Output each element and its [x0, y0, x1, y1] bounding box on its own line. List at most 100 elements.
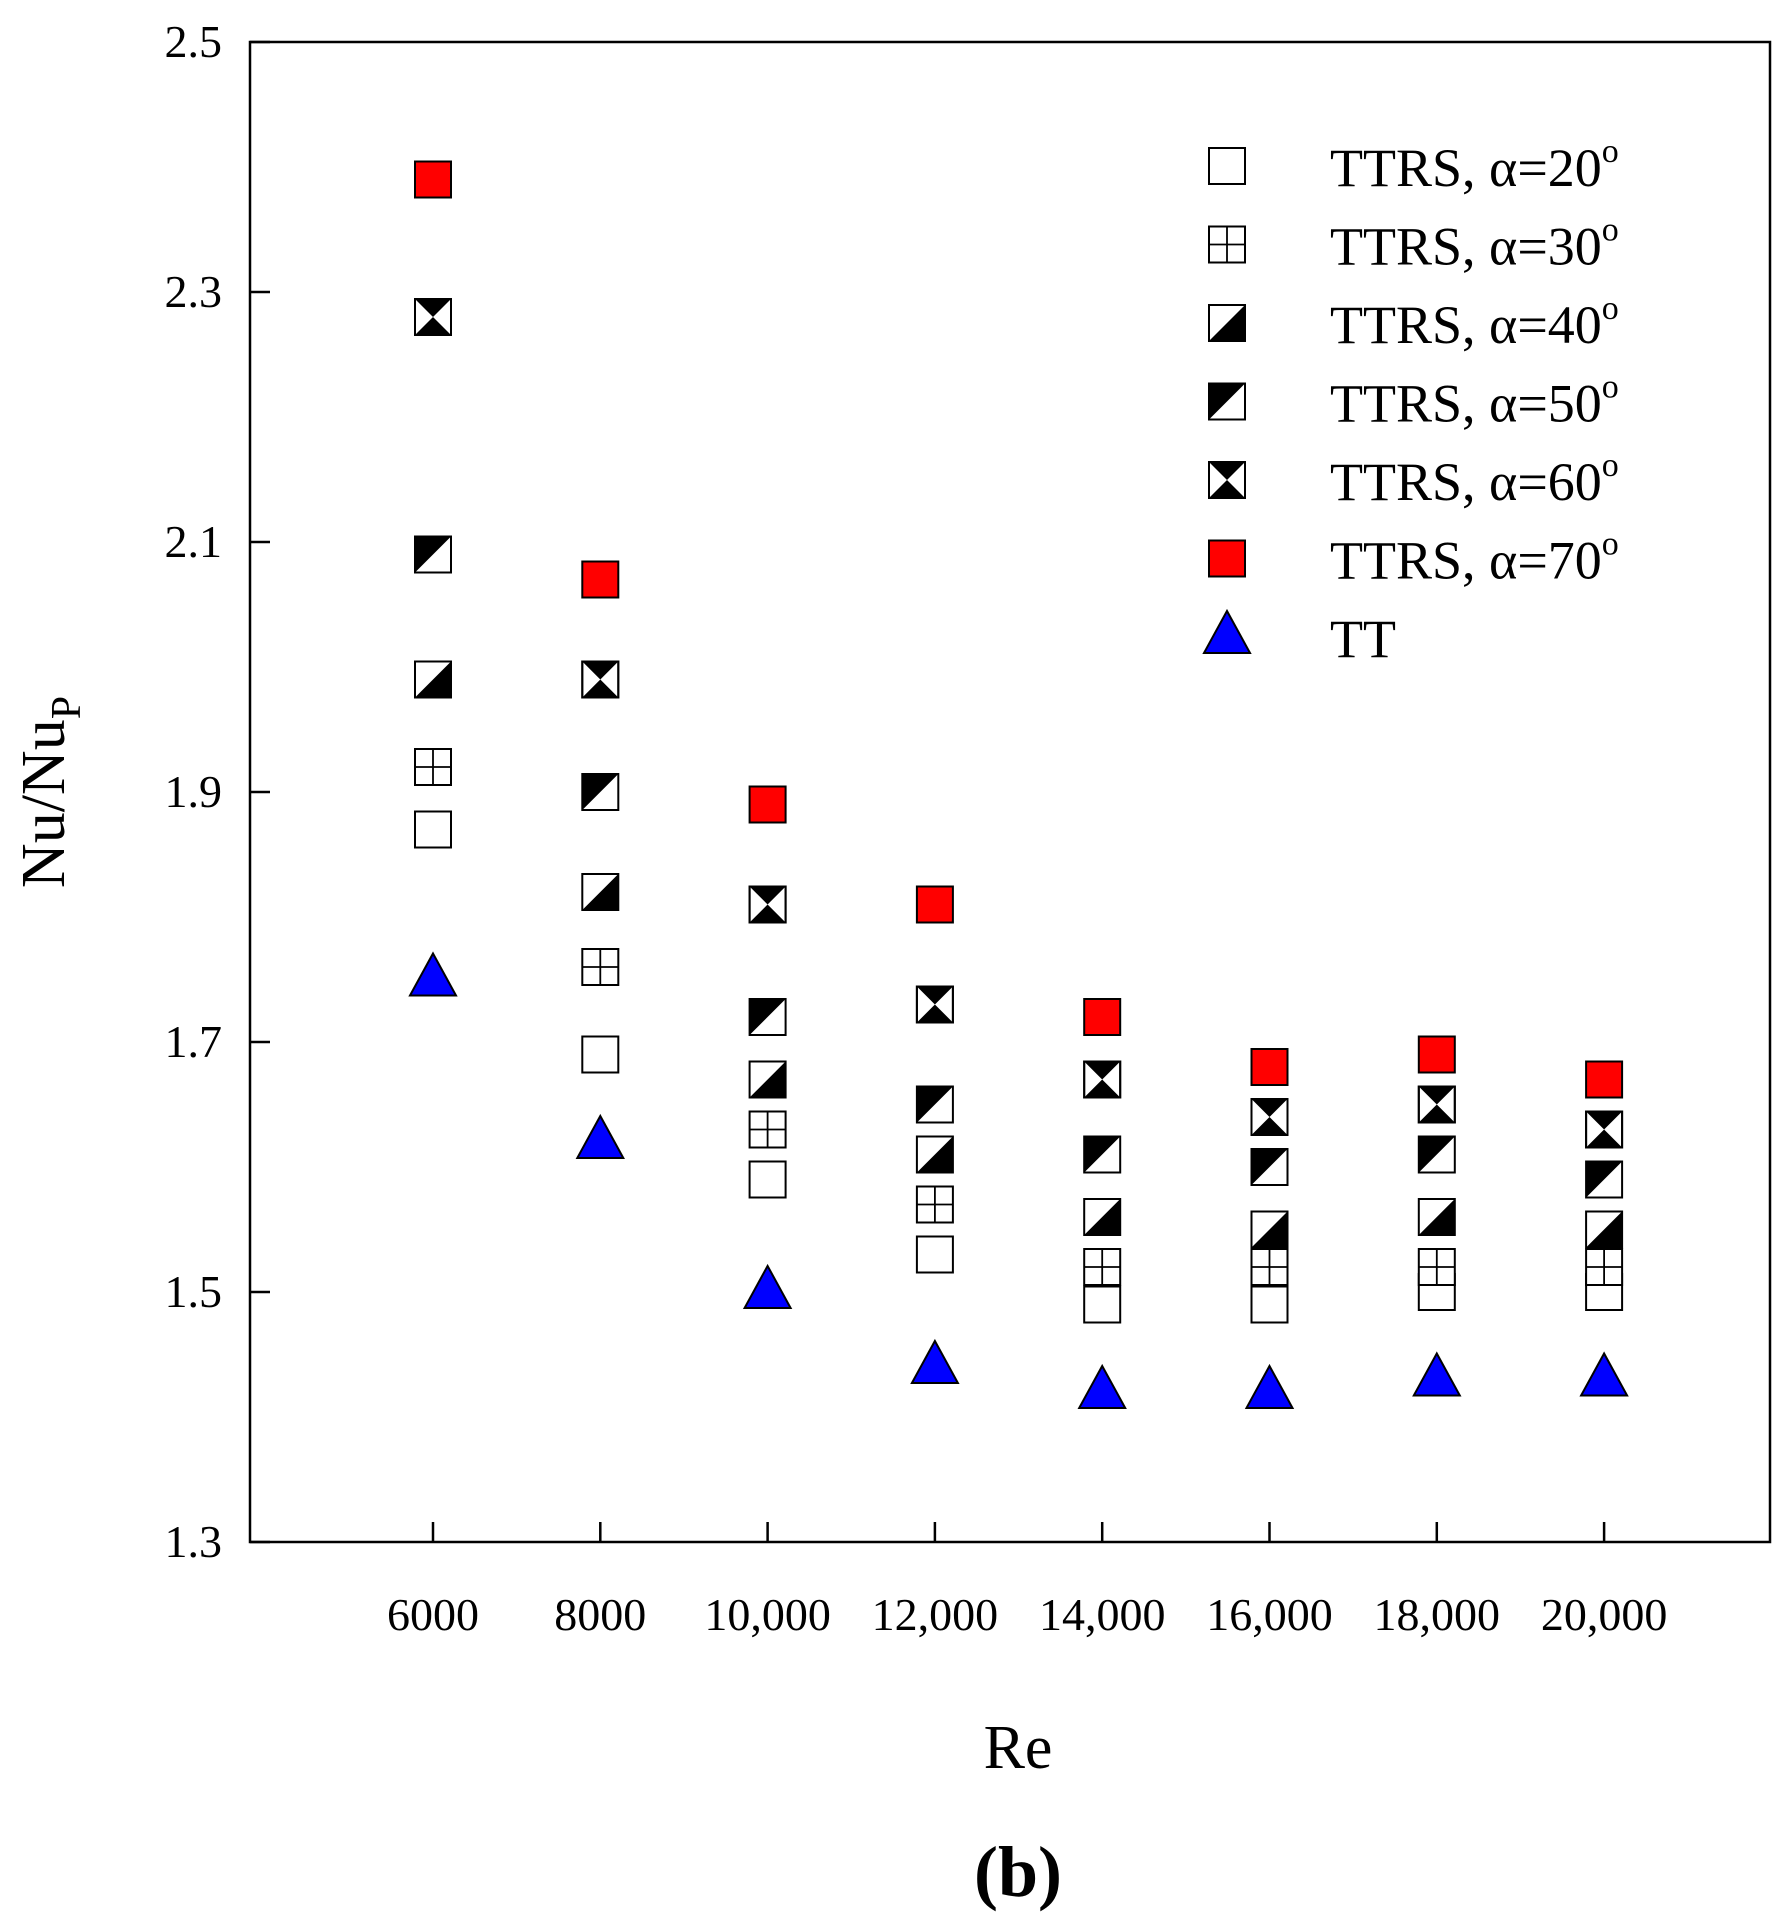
data-point	[581, 948, 620, 986]
data-point	[1250, 1048, 1289, 1086]
x-tick-label: 16,000	[1206, 1589, 1333, 1640]
y-tick-label: 1.5	[165, 1266, 223, 1317]
legend-marker	[1202, 608, 1252, 654]
y-tick-label: 2.3	[165, 266, 223, 317]
legend-label: TTRS, α=70o	[1330, 526, 1619, 591]
data-point	[1417, 1135, 1456, 1174]
legend-label-text: TT	[1330, 609, 1396, 669]
legend-label: TTRS, α=60o	[1330, 447, 1619, 512]
data-point	[1585, 1110, 1624, 1149]
data-point	[1585, 1160, 1624, 1199]
y-axis-title-main: Nu/Nu	[10, 719, 78, 888]
data-point	[1412, 1351, 1462, 1397]
data-point	[915, 1235, 954, 1274]
data-point	[915, 985, 954, 1024]
legend-label-text: TTRS, α=60	[1330, 452, 1602, 512]
y-tick-label: 1.3	[165, 1516, 223, 1567]
legend-label-superscript: o	[1602, 212, 1619, 249]
y-tick-label: 1.9	[165, 766, 223, 817]
panel-label: (b)	[974, 1832, 1062, 1912]
data-point	[414, 810, 452, 849]
y-axis-title: Nu/NuP	[10, 696, 90, 888]
data-point	[915, 1135, 954, 1174]
data-point	[1417, 1198, 1456, 1236]
data-point	[1250, 1098, 1289, 1136]
data-point	[1083, 998, 1122, 1036]
legend-label-text: TTRS, α=70	[1330, 531, 1602, 591]
data-points	[408, 160, 1629, 1409]
data-point	[748, 1060, 787, 1099]
legend-label-superscript: o	[1602, 526, 1619, 563]
y-axis-title-subscript: P	[44, 696, 90, 719]
legend-marker	[1208, 147, 1246, 185]
data-point	[915, 1085, 954, 1124]
x-tick-label: 14,000	[1039, 1589, 1166, 1640]
legend-label-text: TTRS, α=20	[1330, 138, 1602, 198]
legend-label: TTRS, α=40o	[1330, 290, 1619, 355]
data-point	[748, 1160, 787, 1199]
data-point	[414, 748, 452, 786]
x-axis: 6000 8000 10,000 12,000 14,000 16,000 18,000 20…	[387, 1522, 1667, 1640]
legend-marker	[1208, 225, 1246, 264]
legend-label: TTRS, α=30o	[1330, 212, 1619, 277]
x-axis-title: Re	[984, 1714, 1053, 1782]
legend-marker	[1208, 382, 1246, 421]
data-point	[910, 1338, 960, 1384]
data-point	[414, 160, 452, 199]
data-point	[748, 998, 787, 1036]
legend-label: TTRS, α=20o	[1330, 133, 1619, 198]
x-tick-label: 12,000	[872, 1589, 999, 1640]
legend-label-text: TTRS, α=30	[1330, 217, 1602, 277]
legend-marker	[1208, 304, 1246, 342]
legend-label-superscript: o	[1602, 447, 1619, 484]
data-point	[742, 1263, 793, 1309]
legend-label-superscript: o	[1602, 133, 1619, 170]
data-point	[1083, 1198, 1122, 1236]
data-point	[581, 660, 620, 699]
x-tick-label: 18,000	[1374, 1589, 1501, 1640]
data-point	[1417, 1085, 1456, 1124]
y-tick-label: 2.5	[165, 16, 223, 67]
data-point	[1077, 1363, 1127, 1409]
x-tick-label: 6000	[387, 1589, 479, 1640]
data-point	[1250, 1248, 1289, 1286]
data-point	[414, 660, 452, 699]
legend-marker	[1208, 539, 1246, 578]
data-point	[408, 951, 458, 997]
legend-label-text: TTRS, α=50	[1330, 374, 1602, 434]
legend-marker	[1208, 461, 1246, 499]
data-point	[915, 1185, 954, 1224]
data-point	[575, 1113, 625, 1159]
y-tick-label: 1.7	[165, 1016, 223, 1067]
data-point	[1250, 1148, 1289, 1186]
data-point	[581, 560, 620, 599]
legend-label-text: TTRS, α=40	[1330, 295, 1602, 355]
legend-label-superscript: o	[1602, 290, 1619, 327]
data-point	[1417, 1248, 1456, 1286]
data-point	[581, 773, 620, 811]
data-point	[915, 885, 954, 924]
data-point	[1585, 1060, 1624, 1099]
data-point	[581, 873, 620, 911]
legend-label: TT	[1330, 609, 1396, 669]
data-point	[1579, 1351, 1629, 1397]
data-point	[1083, 1135, 1122, 1174]
data-point	[414, 298, 452, 336]
data-point	[581, 1035, 620, 1074]
x-tick-label: 20,000	[1541, 1589, 1668, 1640]
y-axis: 1.3 1.5 1.7 1.9 2.1 2.3 2.5	[165, 16, 270, 1567]
x-tick-label: 8000	[554, 1589, 646, 1640]
data-point	[1585, 1210, 1624, 1249]
data-point	[414, 535, 452, 574]
data-point	[748, 885, 787, 924]
data-point	[1083, 1285, 1122, 1324]
data-point	[1244, 1363, 1295, 1409]
data-point	[1250, 1285, 1289, 1324]
x-tick-label: 10,000	[704, 1589, 831, 1640]
data-point	[1417, 1035, 1456, 1074]
data-point	[1083, 1060, 1122, 1099]
data-point	[1585, 1248, 1624, 1286]
legend-label: TTRS, α=50o	[1330, 369, 1619, 434]
